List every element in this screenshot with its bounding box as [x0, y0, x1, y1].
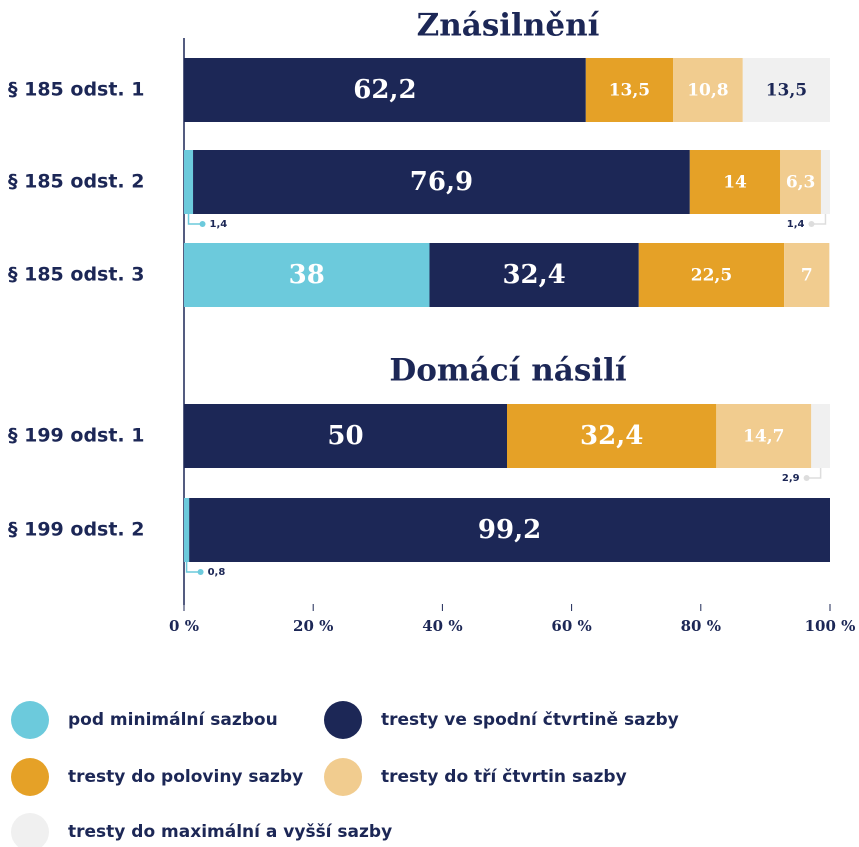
value-label: 10,8: [687, 81, 728, 101]
value-label: 0,8: [208, 567, 226, 578]
legend-label: tresty do tří čtvrtin sazby: [381, 767, 627, 787]
callout-dot: [197, 569, 204, 575]
x-tick-label: 60 %: [551, 617, 591, 635]
bar-segment: [184, 404, 507, 468]
value-label: 76,9: [410, 167, 473, 197]
legend-swatch: [11, 813, 49, 847]
legend-label: pod minimální sazbou: [68, 710, 278, 730]
bar-segment: [184, 58, 586, 122]
bar-segment: [184, 498, 190, 562]
value-label: 14: [723, 173, 747, 193]
legend-swatch: [324, 701, 362, 739]
bar-segment: [638, 243, 785, 307]
category-label: § 185 odst. 2: [8, 171, 145, 193]
bar-segment: [189, 498, 831, 562]
value-label: 32,4: [502, 260, 565, 290]
bar-segment: [184, 150, 194, 214]
value-label: 7: [801, 266, 813, 286]
section-title: Znásilnění: [417, 8, 600, 44]
category-label: § 185 odst. 3: [8, 264, 145, 286]
bar-segment: [585, 58, 674, 122]
x-tick-label: 20 %: [293, 617, 333, 635]
x-tick-label: 80 %: [681, 617, 721, 635]
bar-segment: [673, 58, 743, 122]
x-tick-label: 100 %: [805, 617, 856, 635]
value-label: 6,3: [786, 173, 816, 193]
callout-line: [185, 562, 201, 573]
value-label: 13,5: [609, 81, 650, 101]
category-label: § 185 odst. 1: [8, 79, 145, 101]
value-label: 32,4: [580, 421, 643, 451]
bar-segment: [193, 150, 690, 214]
value-label: 50: [327, 421, 363, 451]
value-label: 99,2: [478, 515, 541, 545]
bar-segment: [780, 150, 821, 214]
value-label: 2,9: [782, 473, 800, 484]
section-title: Domácí násilí: [389, 353, 627, 389]
category-label: § 199 odst. 2: [8, 519, 145, 541]
callout-line: [811, 214, 827, 225]
bar-segment: [716, 404, 812, 468]
legend-swatch: [11, 701, 49, 739]
bar-segment: [820, 150, 830, 214]
value-label: 14,7: [743, 427, 784, 447]
x-tick-label: 40 %: [422, 617, 462, 635]
bar-segment: [507, 404, 717, 468]
value-label: 13,5: [766, 81, 807, 101]
callout-dot: [803, 475, 810, 481]
value-label: 22,5: [691, 266, 732, 286]
legend-swatch: [11, 758, 49, 796]
category-label: § 199 odst. 1: [8, 425, 145, 447]
legend-label: tresty do maximální a vyšší sazby: [68, 822, 392, 842]
bar-segment: [811, 404, 830, 468]
value-label: 62,2: [353, 75, 416, 105]
callout-dot: [808, 221, 815, 227]
value-label: 1,4: [210, 219, 228, 230]
callout-line: [806, 468, 822, 479]
legend-label: tresty ve spodní čtvrtině sazby: [381, 710, 679, 730]
bar-segment: [184, 243, 430, 307]
bar-segment: [429, 243, 639, 307]
callout-dot: [199, 221, 206, 227]
bar-segment: [742, 58, 830, 122]
bar-segment: [784, 243, 830, 307]
legend-label: tresty do poloviny sazby: [68, 767, 303, 787]
callout-line: [187, 214, 203, 225]
bar-segment: [689, 150, 781, 214]
value-label: 1,4: [787, 219, 805, 230]
x-tick-label: 0 %: [169, 617, 199, 635]
legend-swatch: [324, 758, 362, 796]
value-label: 38: [289, 260, 325, 290]
